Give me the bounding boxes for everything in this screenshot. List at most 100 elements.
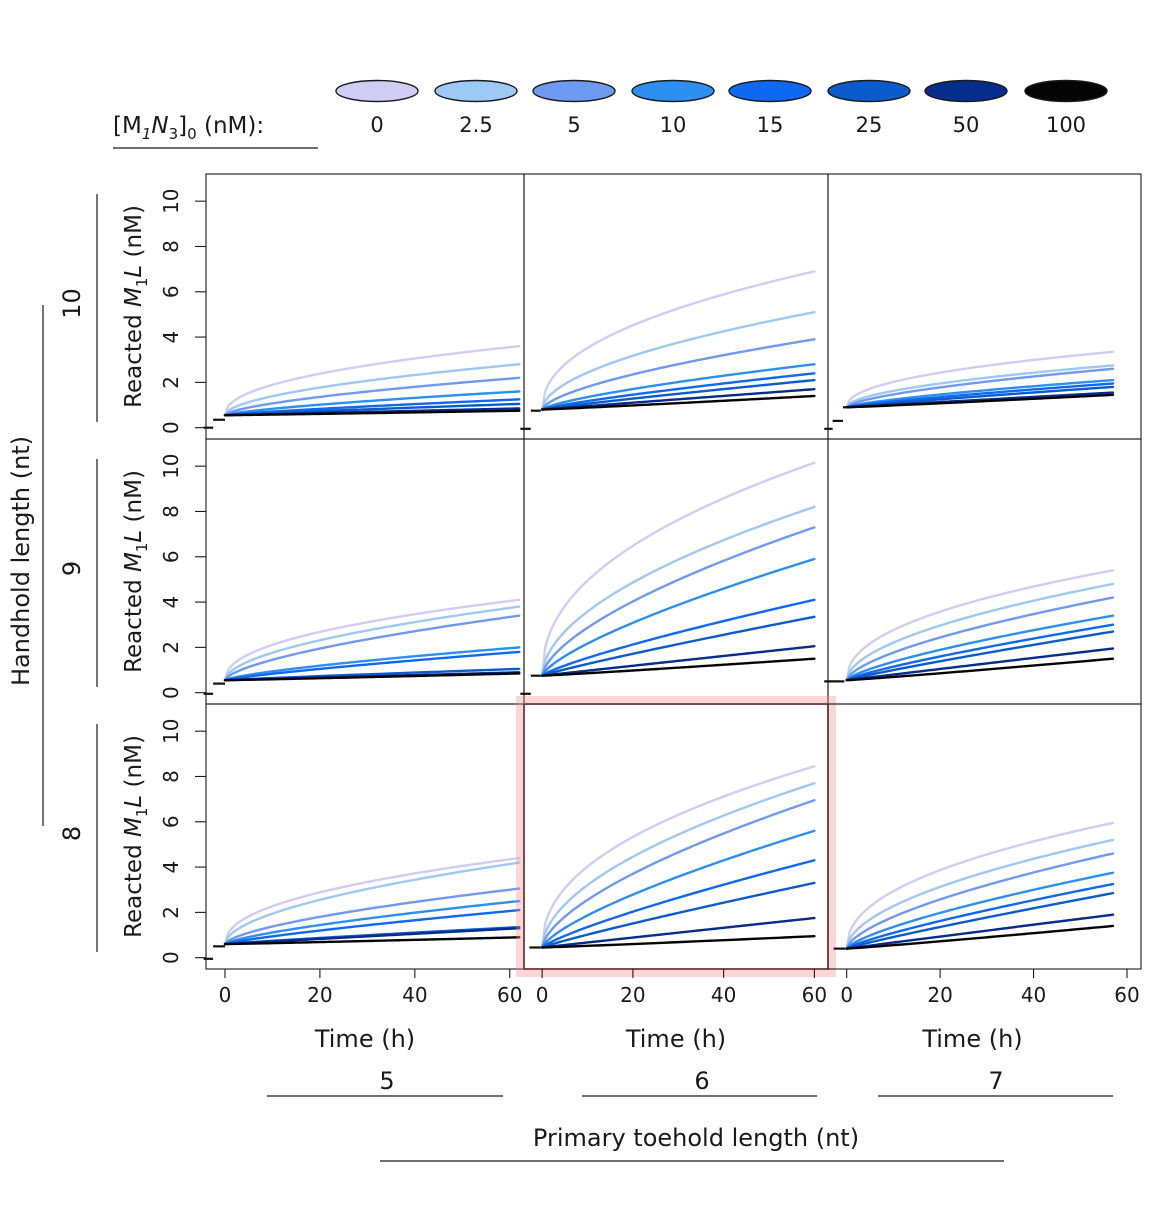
- x-tick-label: 0: [219, 983, 232, 1007]
- legend-label-6: 50: [953, 113, 980, 137]
- series-line-0: [540, 270, 816, 411]
- series-line-100: [845, 393, 1115, 409]
- series-line-10: [845, 871, 1115, 950]
- panel-r0-c2: [824, 173, 1142, 440]
- series-line-10: [845, 614, 1115, 682]
- panel-frame: [205, 173, 525, 440]
- x-tick-label: 60: [802, 983, 827, 1007]
- series-line-2_5: [845, 838, 1115, 950]
- series-line-0: [540, 461, 816, 677]
- series-line-10: [845, 378, 1115, 409]
- y-axis-label: Reacted M1L (nM): [121, 470, 151, 673]
- series-line-15: [540, 859, 816, 949]
- series-line-100: [540, 934, 816, 949]
- panel-r0-c0: 0 2 4 6 8 10 Reacted M1L (nM): [96, 173, 525, 440]
- series-line-15: [845, 882, 1115, 950]
- series-line-2_5: [540, 505, 816, 677]
- legend-swatch-3: [631, 79, 715, 103]
- legend-title: [M1N3]0 (nM):: [113, 113, 264, 143]
- series-line-5: [845, 596, 1115, 682]
- series-line-0: [845, 821, 1115, 950]
- y-axis-label: Reacted M1L (nM): [121, 735, 151, 938]
- x-tick-label: 20: [307, 983, 332, 1007]
- y-tick-label: 2: [159, 641, 183, 654]
- col-label-2: 7: [988, 1067, 1003, 1095]
- series-line-5: [845, 367, 1115, 409]
- series-line-25: [540, 378, 816, 411]
- series-line-0: [223, 856, 521, 946]
- legend-swatch-0: [335, 79, 419, 103]
- series-line-0: [540, 765, 816, 949]
- series-line-15: [540, 372, 816, 411]
- series-line-10: [223, 899, 521, 946]
- series-line-5: [223, 376, 521, 417]
- series-line-10: [540, 363, 816, 411]
- series-line-5: [845, 852, 1115, 950]
- series-line-25: [540, 881, 816, 949]
- legend-swatch-2: [532, 79, 616, 103]
- series-line-5: [223, 614, 521, 682]
- y-tick-label: 0: [159, 951, 183, 964]
- series-line-50: [540, 645, 816, 677]
- panel-frame: [827, 703, 1142, 970]
- series-line-50: [540, 387, 816, 411]
- panel-r0-c1: [520, 173, 829, 440]
- legend-label-2: 5: [567, 113, 580, 137]
- series-line-0: [845, 350, 1115, 409]
- y-tick-label: 8: [159, 240, 183, 253]
- series-line-25: [845, 630, 1115, 682]
- panel-r1-c2: [824, 438, 1142, 705]
- y-tick-label: 4: [159, 861, 183, 874]
- series-line-5: [540, 338, 816, 411]
- series-line-0: [845, 569, 1115, 682]
- legend-label-3: 10: [660, 113, 687, 137]
- col-label-1: 6: [694, 1067, 709, 1095]
- series-line-100: [845, 657, 1115, 682]
- series-line-15: [845, 382, 1115, 409]
- y-tick-label: 10: [159, 718, 183, 743]
- col-title: Primary toehold length (nt): [533, 1124, 859, 1152]
- x-tick-label: 40: [402, 983, 427, 1007]
- x-tick-label: 0: [840, 983, 853, 1007]
- panel-r1-c0: 0 2 4 6 8 10 Reacted M1L (nM): [96, 438, 525, 705]
- legend-label-1: 2.5: [459, 113, 492, 137]
- legend-title-close: ]: [178, 113, 187, 139]
- series-line-10: [223, 390, 521, 417]
- series-line-2_5: [223, 861, 521, 946]
- row-label-1: 9: [58, 561, 86, 576]
- legend-title-m: 1: [142, 125, 152, 143]
- x-tick-label: 0: [536, 983, 549, 1007]
- highlight-glow: [516, 696, 836, 977]
- x-tick-label: 20: [620, 983, 645, 1007]
- legend-swatch-5: [827, 79, 911, 103]
- legend-title-n: N: [151, 113, 168, 139]
- x-axis-label: Time (h): [625, 1025, 726, 1053]
- y-axis-label: Reacted M1L (nM): [121, 205, 151, 408]
- series-line-50: [845, 647, 1115, 682]
- y-tick-label: 10: [159, 188, 183, 213]
- y-tick-label: 2: [159, 906, 183, 919]
- y-tick-label: 6: [159, 285, 183, 298]
- y-tick-label: 8: [159, 770, 183, 783]
- series-line-2_5: [223, 605, 521, 682]
- series-line-0: [223, 598, 521, 682]
- legend-swatch-4: [728, 79, 812, 103]
- y-tick-label: 10: [159, 453, 183, 478]
- x-tick-label: 20: [927, 983, 952, 1007]
- series-line-100: [223, 409, 521, 417]
- series-line-15: [223, 398, 521, 417]
- series-line-100: [223, 672, 521, 682]
- series-line-50: [845, 913, 1115, 950]
- series-line-2_5: [845, 364, 1115, 409]
- y-tick-label: 0: [159, 421, 183, 434]
- series-line-15: [223, 908, 521, 946]
- series-line-25: [845, 385, 1115, 409]
- series-line-100: [223, 936, 521, 946]
- legend-title-main: [M: [113, 113, 142, 139]
- series-line-5: [540, 526, 816, 677]
- legend-title-units: (nM):: [197, 113, 264, 139]
- legend-label-4: 15: [757, 113, 784, 137]
- series-line-100: [540, 394, 816, 411]
- y-tick-label: 6: [159, 550, 183, 563]
- y-tick-label: 6: [159, 815, 183, 828]
